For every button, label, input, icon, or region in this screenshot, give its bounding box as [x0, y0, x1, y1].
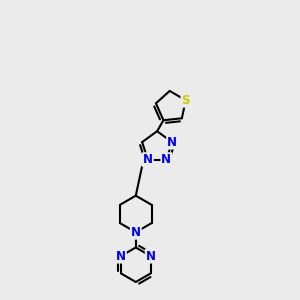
- Text: N: N: [161, 153, 171, 166]
- Text: N: N: [143, 153, 153, 166]
- Text: N: N: [116, 250, 126, 262]
- Text: S: S: [182, 94, 190, 107]
- Text: N: N: [167, 136, 177, 148]
- Text: N: N: [131, 226, 141, 239]
- Text: N: N: [146, 250, 156, 262]
